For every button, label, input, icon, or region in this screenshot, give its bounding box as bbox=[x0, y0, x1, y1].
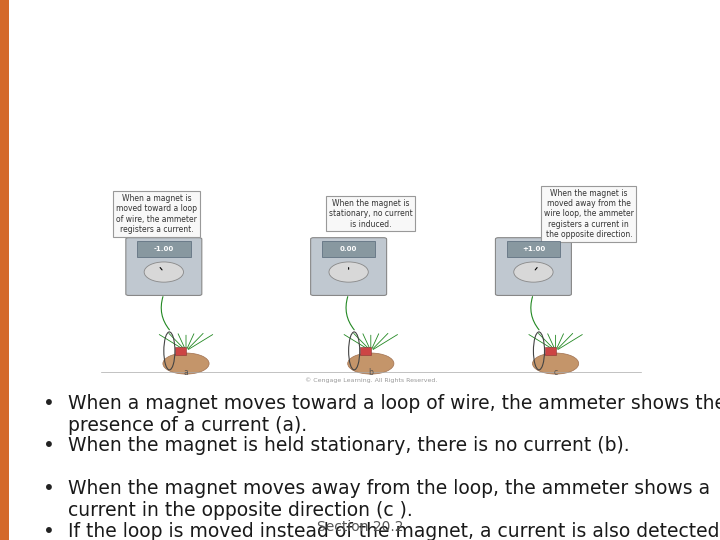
Bar bbox=[507, 241, 560, 256]
Text: Electromagnetic Induction –: Electromagnetic Induction – bbox=[127, 43, 593, 76]
FancyBboxPatch shape bbox=[495, 238, 572, 295]
Bar bbox=[0, 0, 9, 170]
Text: When the magnet is held stationary, there is no current (b).: When the magnet is held stationary, ther… bbox=[68, 436, 630, 455]
Text: When a magnet moves toward a loop of wire, the ammeter shows the
presence of a c: When a magnet moves toward a loop of wir… bbox=[68, 394, 720, 435]
Text: When the magnet moves away from the loop, the ammeter shows a
current in the opp: When the magnet moves away from the loop… bbox=[68, 479, 711, 520]
Text: If the loop is moved instead of the magnet, a current is also detected.: If the loop is moved instead of the magn… bbox=[68, 522, 720, 540]
Bar bbox=[94, 174, 648, 384]
Bar bbox=[360, 347, 371, 355]
Circle shape bbox=[329, 262, 369, 282]
Bar bbox=[175, 347, 186, 355]
Ellipse shape bbox=[163, 353, 209, 374]
Bar bbox=[322, 241, 375, 256]
Text: •: • bbox=[43, 522, 55, 540]
Text: a: a bbox=[184, 368, 189, 376]
Circle shape bbox=[514, 262, 553, 282]
Ellipse shape bbox=[533, 353, 579, 374]
Text: •: • bbox=[43, 436, 55, 455]
Text: Section 20.2: Section 20.2 bbox=[317, 520, 403, 534]
Text: When the magnet is
stationary, no current
is induced.: When the magnet is stationary, no curren… bbox=[329, 199, 413, 229]
Text: When a magnet is
moved toward a loop
of wire, the ammeter
registers a current.: When a magnet is moved toward a loop of … bbox=[116, 194, 197, 234]
Ellipse shape bbox=[348, 353, 394, 374]
Text: When the magnet is
moved away from the
wire loop, the ammeter
registers a curren: When the magnet is moved away from the w… bbox=[544, 188, 634, 239]
Text: b: b bbox=[369, 368, 373, 376]
Bar bbox=[544, 347, 556, 355]
FancyBboxPatch shape bbox=[310, 238, 387, 295]
Text: An Experiment: An Experiment bbox=[236, 106, 484, 139]
Text: © Cengage Learning. All Rights Reserved.: © Cengage Learning. All Rights Reserved. bbox=[305, 377, 437, 383]
Text: c: c bbox=[554, 368, 558, 376]
Text: 0.00: 0.00 bbox=[340, 246, 357, 252]
Text: +1.00: +1.00 bbox=[522, 246, 545, 252]
Text: -1.00: -1.00 bbox=[153, 246, 174, 252]
Bar bbox=[137, 241, 191, 256]
FancyBboxPatch shape bbox=[126, 238, 202, 295]
Text: •: • bbox=[43, 394, 55, 413]
Text: •: • bbox=[43, 479, 55, 498]
Bar bbox=[0, 170, 9, 540]
Circle shape bbox=[144, 262, 184, 282]
